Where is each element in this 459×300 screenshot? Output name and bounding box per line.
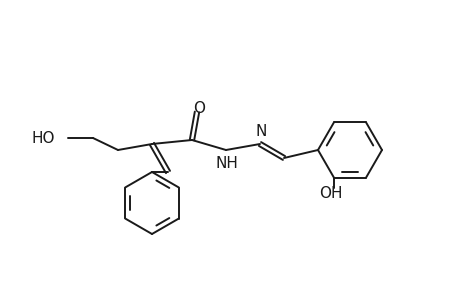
Text: HO: HO	[31, 130, 55, 146]
Text: O: O	[193, 100, 205, 116]
Text: OH: OH	[319, 186, 342, 201]
Text: NH: NH	[215, 155, 238, 170]
Text: N: N	[255, 124, 266, 139]
